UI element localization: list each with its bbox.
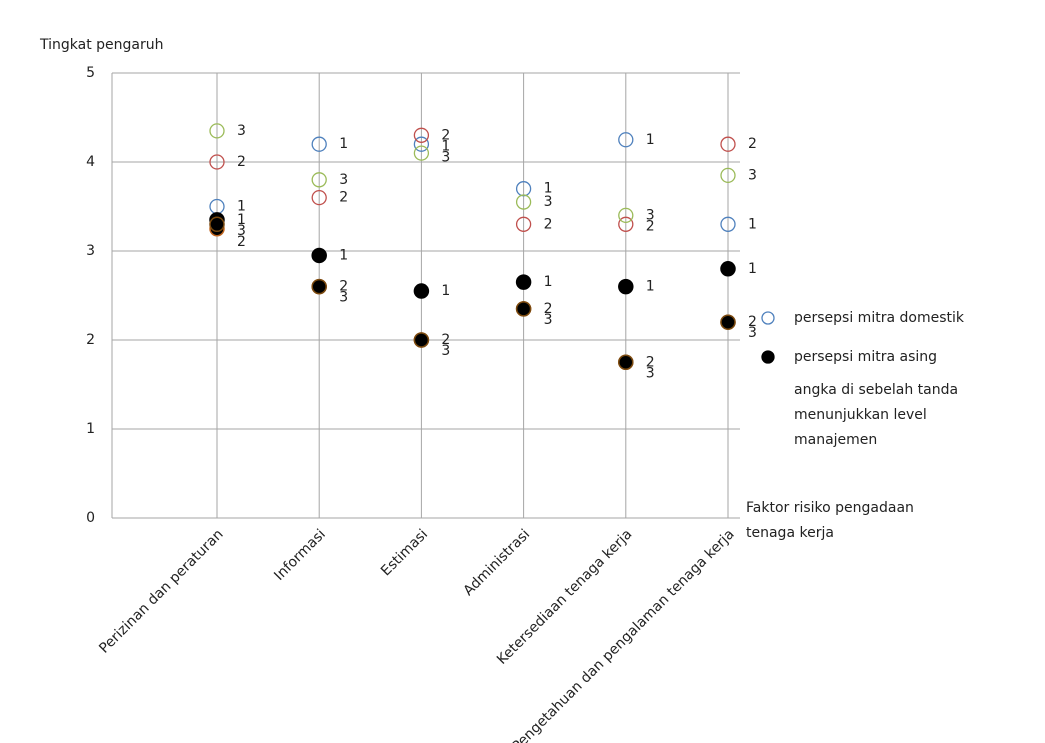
domestic-marker <box>618 132 634 148</box>
x-axis-title: tenaga kerja <box>746 525 834 541</box>
level-label: 2 <box>646 218 655 234</box>
foreign-marker <box>618 354 634 370</box>
level-label: 3 <box>748 325 757 341</box>
foreign-marker <box>515 301 532 317</box>
domestic-marker <box>209 154 225 170</box>
level-label: 2 <box>544 301 553 317</box>
level-label: 2 <box>237 234 246 250</box>
level-label: 3 <box>441 343 450 359</box>
domestic-marker <box>311 189 327 206</box>
x-tick-label: Perizinan dan peraturan <box>96 526 226 656</box>
legend-marker <box>761 311 775 325</box>
level-label: 1 <box>646 132 655 148</box>
level-label: 2 <box>646 354 655 370</box>
domestic-marker <box>720 216 736 232</box>
domestic-marker <box>515 216 532 232</box>
level-label: 3 <box>339 290 348 306</box>
domestic-marker <box>618 216 634 232</box>
foreign-marker <box>311 278 327 295</box>
level-label: 1 <box>441 138 450 154</box>
legend-label: persepsi mitra asing <box>794 349 937 365</box>
level-label: 2 <box>237 154 246 170</box>
foreign-marker <box>311 247 327 264</box>
level-label: 2 <box>339 279 348 295</box>
level-label: 2 <box>544 216 553 232</box>
foreign-marker <box>618 278 634 295</box>
level-label: 2 <box>748 136 757 152</box>
domestic-marker <box>413 136 430 152</box>
level-label: 1 <box>646 279 655 295</box>
y-axis-title: Tingkat pengaruh <box>39 37 164 53</box>
note-text: angka di sebelah tanda <box>794 382 958 398</box>
level-label: 2 <box>441 332 450 348</box>
y-tick-label: 2 <box>86 332 95 348</box>
level-label: 1 <box>748 261 757 277</box>
foreign-marker <box>413 332 430 348</box>
level-label: 1 <box>339 247 348 263</box>
y-tick-label: 3 <box>86 243 95 259</box>
note-text: manajemen <box>794 432 877 448</box>
domestic-marker <box>413 145 430 161</box>
level-label: 3 <box>441 149 450 165</box>
note-text: menunjukkan level <box>794 407 927 423</box>
level-label: 3 <box>646 365 655 381</box>
y-tick-label: 4 <box>86 154 95 170</box>
level-label: 3 <box>646 207 655 223</box>
level-label: 2 <box>441 127 450 143</box>
foreign-marker <box>209 216 225 233</box>
domestic-marker <box>720 167 736 184</box>
foreign-marker <box>413 283 430 299</box>
level-label: 3 <box>544 312 553 328</box>
level-label: 2 <box>748 314 757 330</box>
domestic-marker <box>311 136 327 152</box>
x-tick-label: Informasi <box>271 526 329 584</box>
domestic-marker <box>618 207 634 224</box>
foreign-marker <box>720 314 736 330</box>
level-label: 3 <box>237 223 246 239</box>
level-label: 1 <box>441 283 450 299</box>
level-label: 3 <box>544 194 553 210</box>
level-label: 3 <box>339 172 348 188</box>
domestic-marker <box>515 194 532 210</box>
x-axis-title: Faktor risiko pengadaan <box>746 500 914 516</box>
y-tick-label: 5 <box>86 65 95 81</box>
foreign-marker <box>515 274 532 290</box>
x-tick-label: Administrasi <box>461 526 534 599</box>
y-tick-label: 0 <box>86 510 95 526</box>
x-tick-label: Pengetahuan dan pengalaman tenaga kerja <box>509 526 738 743</box>
domestic-marker <box>311 172 327 188</box>
level-label: 1 <box>544 274 553 290</box>
level-label: 1 <box>339 136 348 152</box>
level-label: 2 <box>339 190 348 206</box>
legend-marker <box>761 350 775 364</box>
level-label: 1 <box>748 216 757 232</box>
domestic-marker <box>413 127 430 143</box>
level-label: 3 <box>237 123 246 139</box>
level-label: 1 <box>237 199 246 215</box>
domestic-marker <box>720 136 736 152</box>
y-tick-label: 1 <box>86 421 95 437</box>
level-label: 1 <box>544 181 553 197</box>
level-label: 1 <box>237 212 246 228</box>
domestic-marker <box>209 123 225 139</box>
x-tick-label: Estimasi <box>378 526 431 579</box>
legend-label: persepsi mitra domestik <box>794 310 965 326</box>
foreign-marker <box>720 261 736 277</box>
level-label: 3 <box>748 167 757 183</box>
